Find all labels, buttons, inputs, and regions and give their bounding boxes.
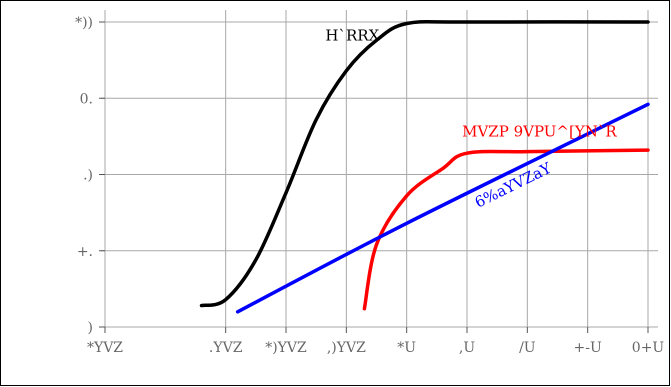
x-tick-label-5: ,U (459, 340, 475, 356)
x-axis-ticks: *YVZ .YVZ *)YVZ ,)YVZ *U ,U/U +-U 0+U (87, 327, 664, 356)
y-tick-label-1: +. (77, 244, 93, 260)
series-line-2 (235, 102, 650, 314)
x-tick-label-3: ,)YVZ (327, 340, 366, 356)
x-tick-label-1: .YVZ (209, 340, 243, 356)
y-tick-label-4: *)) (75, 15, 93, 31)
y-axis-ticks: ) +..) 0. *)) (75, 15, 105, 336)
series-line-1 (362, 148, 650, 311)
y-tick-label-2: .) (83, 168, 93, 184)
x-tick-label-8: 0+U (632, 340, 665, 356)
annotation-label-0: H`RRX (325, 26, 379, 44)
x-tick-label-6: /U (519, 340, 536, 356)
x-tick-label-0: *YVZ (87, 340, 123, 356)
x-tick-label-2: *)YVZ (265, 340, 307, 356)
x-tick-label-4: *U (397, 340, 416, 356)
x-tick-label-7: +-U (574, 340, 602, 356)
series-group (199, 19, 650, 314)
series-line-0 (199, 19, 650, 308)
y-tick-label-0: ) (88, 320, 93, 336)
annotation-label-1: MVZP 9VPU^[YN`R (462, 122, 617, 140)
y-tick-label-3: 0. (80, 91, 93, 107)
